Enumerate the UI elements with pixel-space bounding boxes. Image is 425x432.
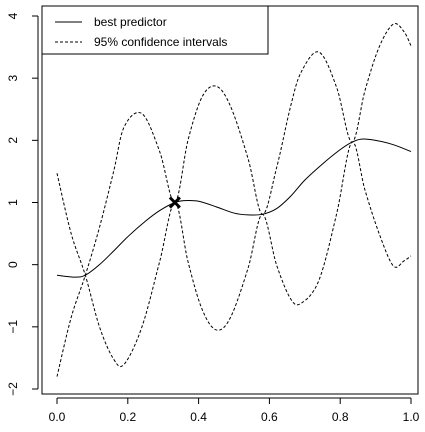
x-tick-label: 0.0: [49, 410, 66, 424]
y-tick-label: −2: [6, 382, 20, 396]
x-tick-label: 1.0: [403, 410, 420, 424]
x-tick-label: 0.6: [261, 410, 278, 424]
legend: best predictor 95% confidence intervals: [41, 5, 269, 55]
y-tick-label: 3: [6, 75, 20, 82]
y-tick-label: −1: [6, 320, 20, 334]
legend-label: 95% confidence intervals: [94, 35, 227, 49]
series-best-predictor-line: [56, 138, 412, 278]
observation-layer: [168, 196, 181, 209]
legend-label: best predictor: [94, 15, 167, 29]
observation-marker: [168, 196, 181, 209]
plot-area: [41, 5, 419, 395]
x-tick-label: 0.4: [190, 410, 207, 424]
series-confidence-bound-1: [56, 23, 412, 377]
plot-border: [41, 5, 419, 395]
x-tick-label: 0.2: [119, 410, 136, 424]
y-tick-label: 1: [6, 199, 20, 206]
y-tick-label: 0: [6, 261, 20, 268]
y-tick-label: 2: [6, 137, 20, 144]
legend-box: [41, 5, 269, 55]
x-tick-label: 0.8: [332, 410, 349, 424]
y-tick-label: 4: [6, 12, 20, 19]
series-confidence-bound-2: [56, 141, 412, 368]
series-layer: [56, 23, 412, 377]
y-axis: −2 −1 0 1 2 3 4: [6, 12, 39, 396]
x-axis: 0.0 0.2 0.4 0.6 0.8 1.0: [49, 397, 420, 424]
